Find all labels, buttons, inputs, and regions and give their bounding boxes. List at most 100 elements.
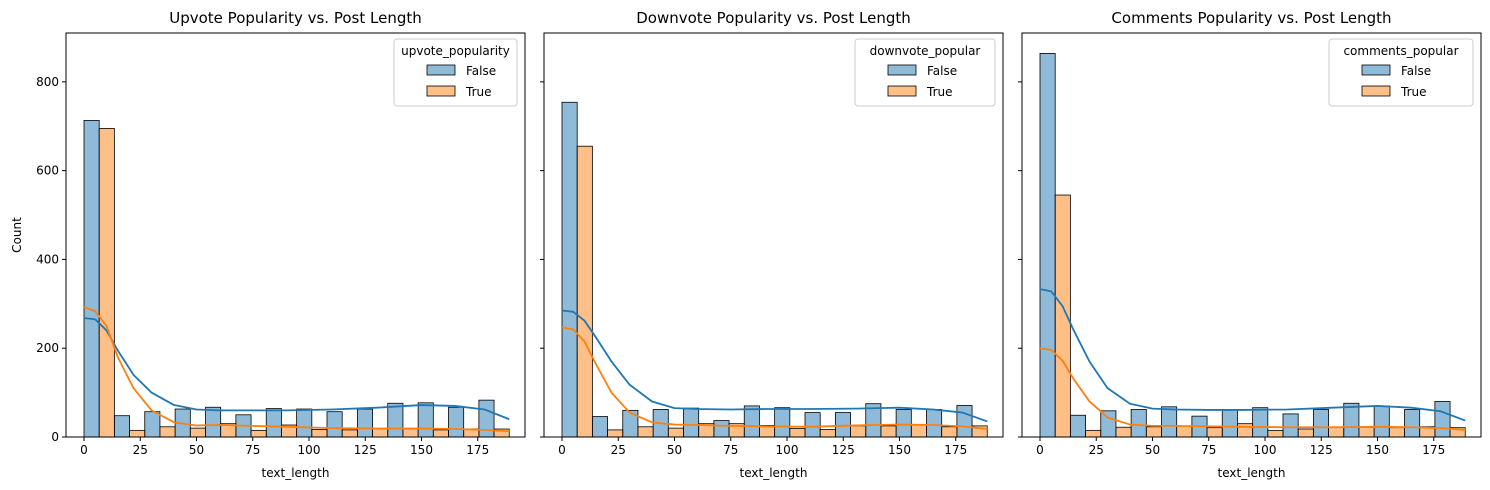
bar-true-3 <box>667 427 684 438</box>
x-tick-label: 125 <box>1310 443 1333 457</box>
bar-false-11 <box>1373 405 1390 438</box>
bar-true-0 <box>98 128 115 438</box>
bar-true-9 <box>850 425 867 438</box>
x-axis-label: text_length <box>262 466 330 480</box>
bar-true-0 <box>576 145 593 438</box>
kde-line-false <box>1039 288 1466 422</box>
bar-false-3 <box>1130 409 1147 438</box>
bar-false-10 <box>387 402 404 438</box>
legend-label-false: False <box>1401 64 1431 78</box>
x-tick-label: 100 <box>1254 443 1277 457</box>
x-tick-label: 125 <box>832 443 855 457</box>
legend-label-false: False <box>927 64 957 78</box>
legend-label-true: True <box>926 85 953 99</box>
bar-true-10 <box>1358 426 1375 438</box>
bar-false-5 <box>713 420 730 438</box>
bar-false-13 <box>478 399 495 438</box>
subplot-3: 0 25 50 75 100 125 150 175 Comments Popularity v… <box>1018 9 1482 480</box>
bar-false-7 <box>296 408 313 438</box>
bar-true-7 <box>789 428 806 438</box>
bar-false-7 <box>1252 407 1269 438</box>
x-tick-label: 75 <box>1201 443 1216 457</box>
bar-false-2 <box>1100 410 1117 438</box>
bar-true-2 <box>637 426 654 438</box>
legend-swatch-false <box>1361 64 1391 76</box>
x-tick-label: 50 <box>1145 443 1160 457</box>
bar-true-1 <box>607 429 624 438</box>
bar-false-8 <box>1282 413 1299 438</box>
x-tick-label: 75 <box>245 443 260 457</box>
bar-true-0 <box>1054 194 1071 438</box>
bar-false-1 <box>113 415 130 438</box>
bar-false-4 <box>205 406 222 438</box>
bar-false-0 <box>561 101 578 438</box>
bar-false-6 <box>743 405 760 438</box>
subplot-title: Downvote Popularity vs. Post Length <box>636 9 911 27</box>
bar-false-10 <box>1343 402 1360 438</box>
legend-box <box>393 38 518 107</box>
bar-true-1 <box>1085 429 1102 438</box>
legend-title: comments_popular <box>1343 44 1458 58</box>
legend-swatch-true <box>1361 85 1391 97</box>
x-tick-label: 50 <box>667 443 682 457</box>
bar-true-11 <box>910 424 927 438</box>
x-tick-label: 150 <box>410 443 433 457</box>
bar-false-12 <box>448 406 465 438</box>
legend-swatch-true <box>426 85 456 97</box>
bar-false-11 <box>417 402 434 438</box>
x-tick-label: 25 <box>611 443 626 457</box>
bar-false-4 <box>1161 406 1178 438</box>
x-tick-label: 25 <box>133 443 148 457</box>
x-tick-label: 150 <box>1366 443 1389 457</box>
bar-true-6 <box>1237 423 1254 438</box>
y-tick-label: 600 <box>36 164 59 178</box>
bar-false-6 <box>1221 409 1238 438</box>
bar-true-5 <box>1206 427 1223 438</box>
bar-false-1 <box>591 416 608 438</box>
axes-frame <box>1021 32 1482 438</box>
bar-false-11 <box>895 409 912 438</box>
bar-true-7 <box>311 429 328 438</box>
bar-false-13 <box>956 405 973 438</box>
x-tick-label: 0 <box>558 443 566 457</box>
bar-true-11 <box>432 429 449 438</box>
x-tick-label: 175 <box>1422 443 1445 457</box>
axes-frame <box>65 32 526 438</box>
x-tick-label: 0 <box>1036 443 1044 457</box>
bar-true-11 <box>1388 427 1405 438</box>
x-tick-label: 100 <box>298 443 321 457</box>
bar-true-7 <box>1267 429 1284 438</box>
x-tick-label: 150 <box>888 443 911 457</box>
bar-true-5 <box>250 429 267 438</box>
bar-true-10 <box>880 425 897 438</box>
bar-true-3 <box>189 427 206 438</box>
x-axis-label: text_length <box>740 466 808 480</box>
legend-swatch-true <box>887 85 917 97</box>
bar-false-7 <box>774 407 791 438</box>
bar-true-2 <box>1115 426 1132 438</box>
bar-false-13 <box>1434 401 1451 438</box>
x-tick-label: 175 <box>466 443 489 457</box>
legend-title: downvote_popular <box>870 44 981 58</box>
kde-line-true <box>83 306 510 433</box>
kde-line-false <box>83 317 510 421</box>
bar-true-4 <box>1176 425 1193 438</box>
x-tick-label: 75 <box>723 443 738 457</box>
y-tick-label: 0 <box>51 430 59 444</box>
x-tick-label: 25 <box>1089 443 1104 457</box>
x-tick-label: 175 <box>944 443 967 457</box>
y-axis-label: Count <box>10 217 24 253</box>
subplot-1: 0 25 50 75 100 125 150 175 0 200 400 600 800 Upvote P… <box>10 9 526 480</box>
subplot-title: Comments Popularity vs. Post Length <box>1111 9 1391 27</box>
axes-frame <box>543 32 1004 438</box>
kde-line-false <box>561 309 988 423</box>
subplot-2: 0 25 50 75 100 125 150 175 Downvote Popularity v… <box>540 9 1004 480</box>
bar-false-8 <box>804 412 821 438</box>
bar-true-12 <box>941 426 958 438</box>
bar-true-8 <box>341 429 358 438</box>
kde-line-true <box>561 326 988 430</box>
kde-line-true <box>1039 347 1466 431</box>
bar-false-9 <box>356 408 373 438</box>
y-tick-label: 400 <box>36 252 59 266</box>
